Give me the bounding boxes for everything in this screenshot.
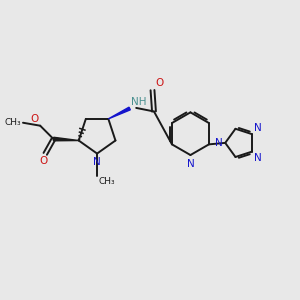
Text: NH: NH [131,97,146,107]
Text: CH₃: CH₃ [5,118,22,127]
Text: N: N [214,138,222,148]
Text: N: N [254,123,262,133]
Text: N: N [187,159,194,169]
Text: O: O [40,156,48,166]
Text: CH₃: CH₃ [99,177,115,186]
Text: O: O [155,78,164,88]
Text: N: N [93,158,101,167]
Polygon shape [108,107,130,119]
Text: O: O [30,114,38,124]
Polygon shape [53,137,79,141]
Text: N: N [254,153,262,163]
